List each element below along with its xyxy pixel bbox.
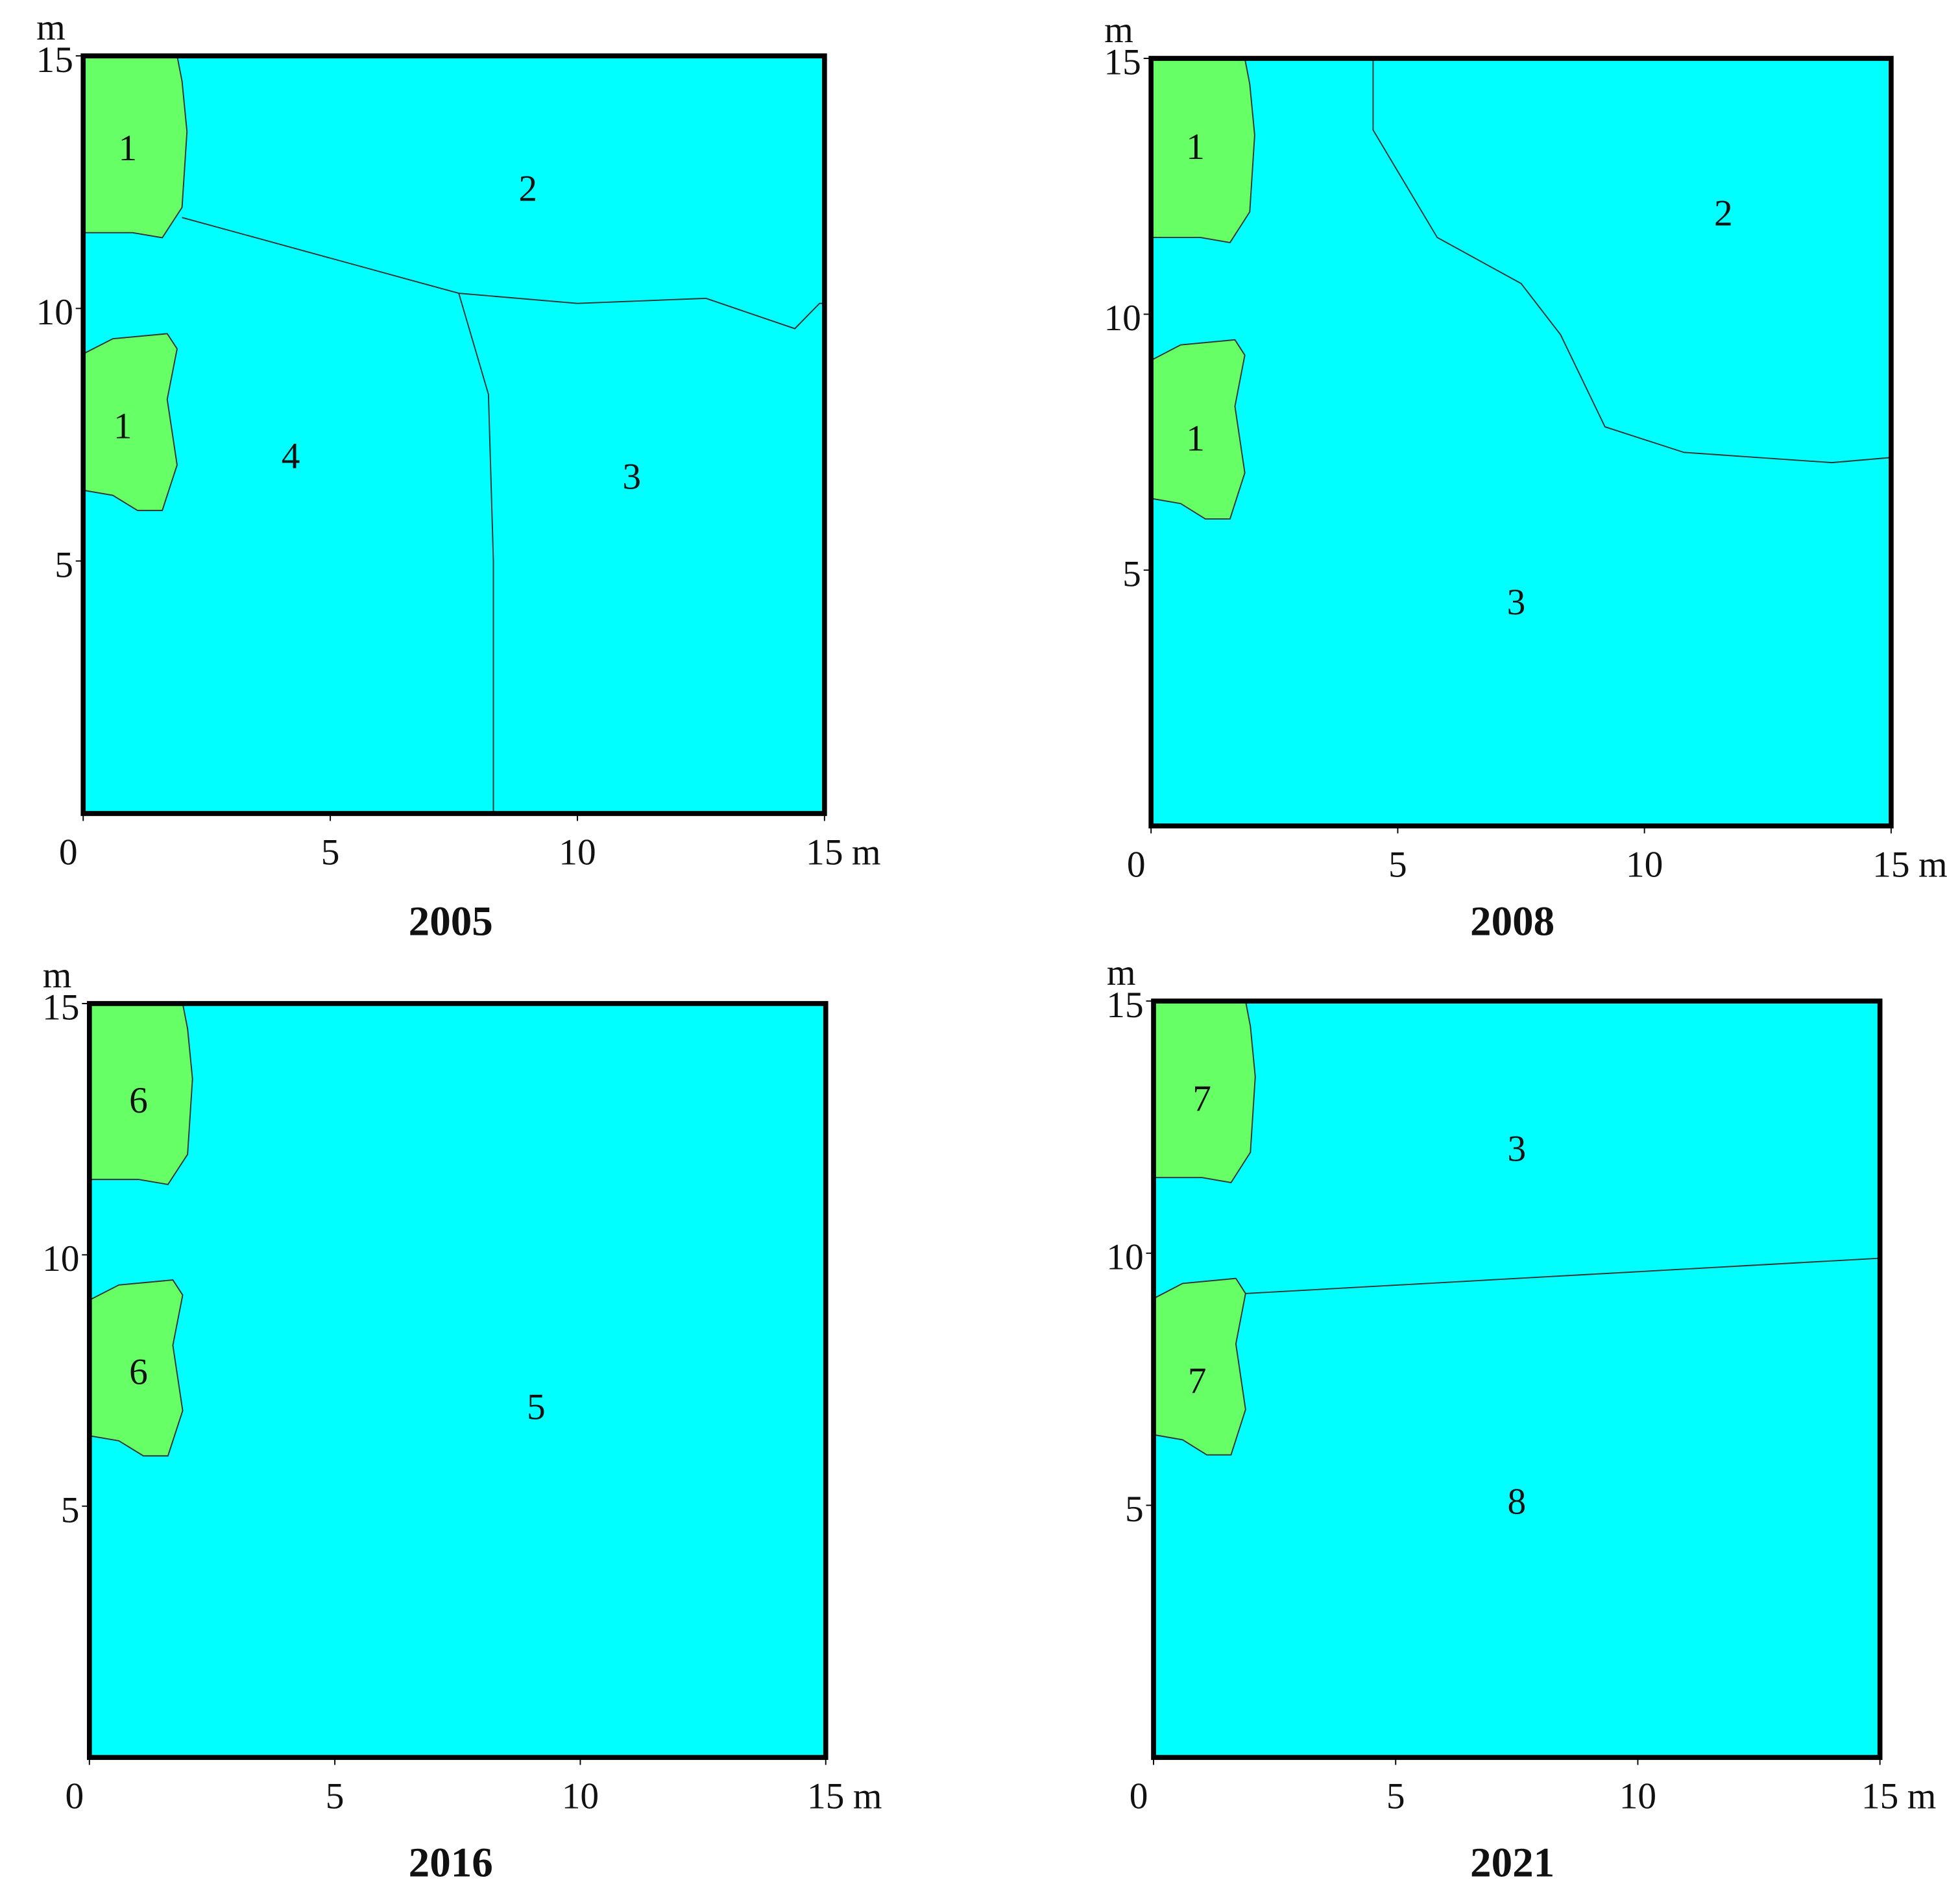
x-tick-label: 15 [807,1776,844,1816]
y-tick-label: 15 [36,40,73,80]
x-tick-label: 5 [326,1776,345,1816]
boundary-line [1372,58,1891,464]
region-label: 4 [282,436,300,477]
boundary-line [1245,1257,1880,1294]
y-tick-label: 5 [61,1489,80,1530]
gap-patch [1150,339,1246,520]
region-label: 1 [118,128,137,169]
region-label: 2 [1714,193,1733,234]
x-tick-label: 15 [1861,1776,1898,1816]
region-label: 7 [1192,1078,1211,1119]
plot-area [83,56,825,814]
gap-patch [1150,58,1255,244]
y-tick-label: 15 [1104,42,1141,83]
x-unit: m [1918,844,1947,885]
region-label: 1 [1186,127,1205,167]
y-tick-label: 5 [1122,553,1141,594]
gap-patch [1153,1277,1246,1456]
region-label: 1 [114,405,132,446]
x-tick-label: 5 [1386,1776,1405,1816]
boundary-line [458,293,494,814]
region-label: 6 [129,1080,148,1121]
x-tick-label: 10 [559,832,596,873]
y-unit: m [1104,10,1133,51]
x-tick-label: 5 [321,832,340,873]
plot-area [1151,58,1891,826]
region-label: 1 [1186,418,1205,459]
x-tick-label: 10 [562,1776,599,1816]
y-tick-label: 5 [54,544,73,585]
region-label: 3 [1507,1128,1526,1169]
y-tick-label: 10 [36,292,73,333]
plot-frame [1151,998,1883,1760]
y-unit: m [43,955,72,996]
plot-frame [86,1001,828,1760]
y-tick-label: 15 [1106,985,1143,1026]
gap-patch [82,333,178,511]
x-tick-label: 15 [806,832,843,873]
y-tick-label: 5 [1125,1489,1144,1530]
y-tick-label: 10 [42,1238,79,1279]
x-unit: m [1907,1776,1937,1816]
y-unit: m [36,7,66,48]
y-tick-label: 10 [1106,1236,1143,1277]
x-tick-label: 10 [1619,1776,1656,1816]
region-label: 6 [129,1351,148,1392]
plot-area [89,1003,826,1758]
region-label: 5 [527,1387,546,1428]
x-tick-label: 5 [1388,844,1407,885]
x-tick-label: 0 [1130,1776,1148,1816]
region-label: 3 [622,456,641,497]
region-label: 8 [1507,1482,1526,1523]
x-unit: m [853,1776,882,1816]
region-label: 3 [1507,582,1526,623]
y-tick-label: 15 [42,987,79,1028]
panel-year: 2016 [409,1839,493,1886]
region-label: 2 [518,169,537,210]
plot-frame [1148,56,1894,829]
x-tick-label: 0 [65,1776,84,1816]
gap-patch [88,1279,184,1457]
gap-patch [88,1002,193,1185]
panel-year: 2021 [1470,1839,1554,1886]
x-tick-label: 0 [1127,844,1146,885]
x-unit: m [852,832,881,873]
region-label: 7 [1188,1360,1207,1401]
panel-year: 2008 [1470,898,1554,945]
panel-year: 2005 [409,898,493,945]
x-tick-label: 0 [59,832,78,873]
x-tick-label: 10 [1626,844,1663,885]
gap-patch [1153,1000,1256,1184]
gap-patch [82,55,188,239]
y-tick-label: 10 [1104,298,1141,339]
plot-area [1154,1001,1880,1758]
y-unit: m [1107,952,1136,993]
plot-frame [80,53,827,816]
x-tick-label: 15 [1872,844,1909,885]
